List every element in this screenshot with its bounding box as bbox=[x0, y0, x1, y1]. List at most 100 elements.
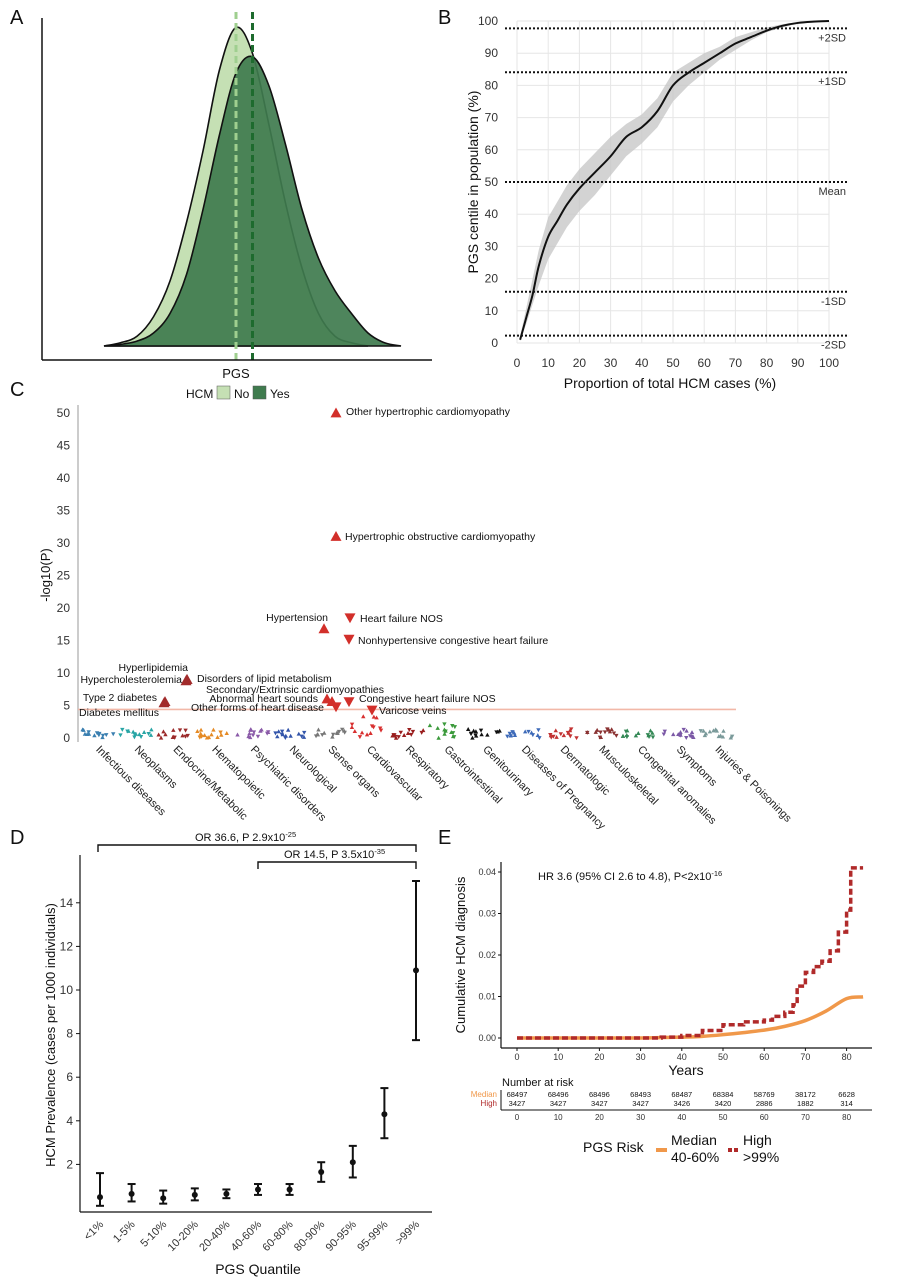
panel-d-y-label: HCM Prevalence (cases per 1000 individua… bbox=[43, 903, 58, 1167]
panel-e-x-label: Years bbox=[668, 1062, 703, 1078]
point-annotation: Heart failure NOS bbox=[360, 613, 443, 625]
category-label: Psychiatric disorders bbox=[248, 744, 329, 825]
phenotype-point bbox=[684, 736, 689, 740]
phenotype-point bbox=[452, 725, 458, 730]
phenotype-point bbox=[215, 735, 220, 739]
phenotype-point bbox=[473, 729, 479, 734]
phenotype-point bbox=[336, 729, 342, 734]
phenotype-point bbox=[368, 731, 373, 736]
risk-cell: 68487 bbox=[671, 1090, 692, 1099]
phenotype-point bbox=[485, 732, 490, 737]
phenotype-point bbox=[283, 733, 289, 738]
phenotype-point bbox=[148, 732, 154, 737]
phenotype-point bbox=[409, 732, 414, 737]
phenotype-point bbox=[624, 735, 630, 740]
panel-e-legend: PGS Risk Median 40-60% High >99% bbox=[583, 1132, 779, 1165]
risk-row-label-high: High bbox=[481, 1099, 497, 1108]
x-tick-label: 60-80% bbox=[260, 1218, 295, 1253]
prevalence-point bbox=[128, 1190, 135, 1197]
phenotype-point bbox=[198, 731, 203, 736]
x-tick-label: 40 bbox=[635, 356, 649, 370]
y-tick-label: 8 bbox=[66, 1027, 73, 1041]
risk-cell: 68496 bbox=[548, 1090, 569, 1099]
phenotype-point bbox=[195, 728, 200, 733]
significant-point bbox=[180, 675, 192, 686]
x-tick-label: 100 bbox=[819, 356, 839, 370]
point-annotation: Hypertrophic obstructive cardiomyopathy bbox=[345, 531, 536, 543]
y-tick-label: 14 bbox=[60, 896, 74, 910]
y-tick-label: 45 bbox=[57, 439, 71, 453]
phenotype-point bbox=[479, 732, 484, 737]
phenotype-point bbox=[198, 727, 204, 732]
risk-cell: 68496 bbox=[589, 1090, 610, 1099]
significant-point bbox=[330, 702, 342, 713]
risk-cell: 3427 bbox=[509, 1099, 526, 1108]
bracket-exponent: -25 bbox=[285, 830, 296, 839]
phenotype-point bbox=[156, 732, 161, 737]
phenotype-point bbox=[473, 733, 479, 738]
panel-a-x-label: PGS bbox=[222, 366, 250, 381]
phenotype-point bbox=[442, 731, 447, 736]
point-annotation: Abnormal heart sounds bbox=[209, 693, 318, 705]
prevalence-point bbox=[318, 1169, 325, 1176]
significant-point bbox=[318, 623, 330, 634]
phenotype-point bbox=[398, 730, 403, 735]
risk-time-label: 40 bbox=[677, 1113, 686, 1122]
phenotype-point bbox=[443, 728, 448, 733]
legend-median-line1: Median bbox=[671, 1132, 717, 1148]
phenotype-point bbox=[279, 732, 285, 737]
phenotype-point bbox=[689, 734, 694, 739]
reference-label: +2SD bbox=[818, 32, 846, 44]
phenotype-point bbox=[594, 727, 600, 732]
phenotype-point bbox=[720, 734, 726, 739]
hazard-ratio-exponent: -16 bbox=[711, 869, 722, 878]
risk-time-label: 50 bbox=[719, 1113, 728, 1122]
panel-b-x-label: Proportion of total HCM cases (%) bbox=[564, 375, 776, 391]
phenotype-point bbox=[450, 723, 455, 728]
significance-bracket bbox=[257, 861, 417, 869]
x-tick-label: 80 bbox=[842, 1052, 852, 1062]
phenotype-point bbox=[561, 733, 567, 738]
legend-label-no: No bbox=[234, 387, 250, 401]
prevalence-point bbox=[413, 967, 419, 974]
x-tick-label: 50 bbox=[718, 1052, 728, 1062]
x-tick-label: 80-90% bbox=[292, 1218, 327, 1253]
phenotype-point bbox=[316, 727, 321, 732]
phenotype-point bbox=[598, 730, 603, 735]
point-annotation: Secondary/Extrinsic cardiomyopathies bbox=[206, 684, 384, 696]
panel-c-label: C bbox=[10, 379, 24, 401]
y-tick-label: 70 bbox=[485, 111, 499, 125]
y-tick-label: 40 bbox=[57, 471, 71, 485]
category-label: Infectious diseases bbox=[93, 744, 168, 819]
phenotype-point bbox=[209, 732, 214, 737]
phenotype-point bbox=[204, 735, 210, 740]
phenotype-point bbox=[650, 730, 655, 735]
y-tick-label: 0.04 bbox=[478, 867, 496, 877]
phenotype-point bbox=[633, 733, 639, 738]
y-tick-label: 20 bbox=[57, 601, 71, 615]
risk-cell: 3427 bbox=[591, 1099, 608, 1108]
risk-cell: 3427 bbox=[550, 1099, 567, 1108]
phenotype-point bbox=[405, 731, 411, 736]
point-annotation: Type 2 diabetes bbox=[83, 692, 157, 704]
prevalence-point bbox=[160, 1195, 167, 1202]
risk-cell: 6628 bbox=[838, 1090, 855, 1099]
phenotype-point bbox=[569, 727, 574, 732]
phenotype-point bbox=[401, 732, 407, 737]
phenotype-point bbox=[177, 728, 183, 733]
y-tick-label: 90 bbox=[485, 46, 499, 60]
phenotype-point bbox=[526, 729, 531, 734]
phenotype-point bbox=[342, 730, 347, 735]
y-tick-label: 10 bbox=[57, 666, 71, 680]
phenotype-point bbox=[507, 731, 512, 736]
hazard-ratio-annotation: HR 3.6 (95% CI 2.6 to 4.8), P<2x10-16 bbox=[538, 869, 722, 883]
significant-point bbox=[343, 634, 355, 645]
phenotype-point bbox=[728, 735, 733, 740]
y-tick-label: 25 bbox=[57, 569, 71, 583]
x-tick-label: >99% bbox=[394, 1218, 423, 1247]
reference-label: Mean bbox=[818, 186, 846, 198]
phenotype-point bbox=[625, 728, 630, 733]
phenotype-point bbox=[553, 728, 558, 733]
x-tick-label: 40-60% bbox=[229, 1218, 264, 1253]
